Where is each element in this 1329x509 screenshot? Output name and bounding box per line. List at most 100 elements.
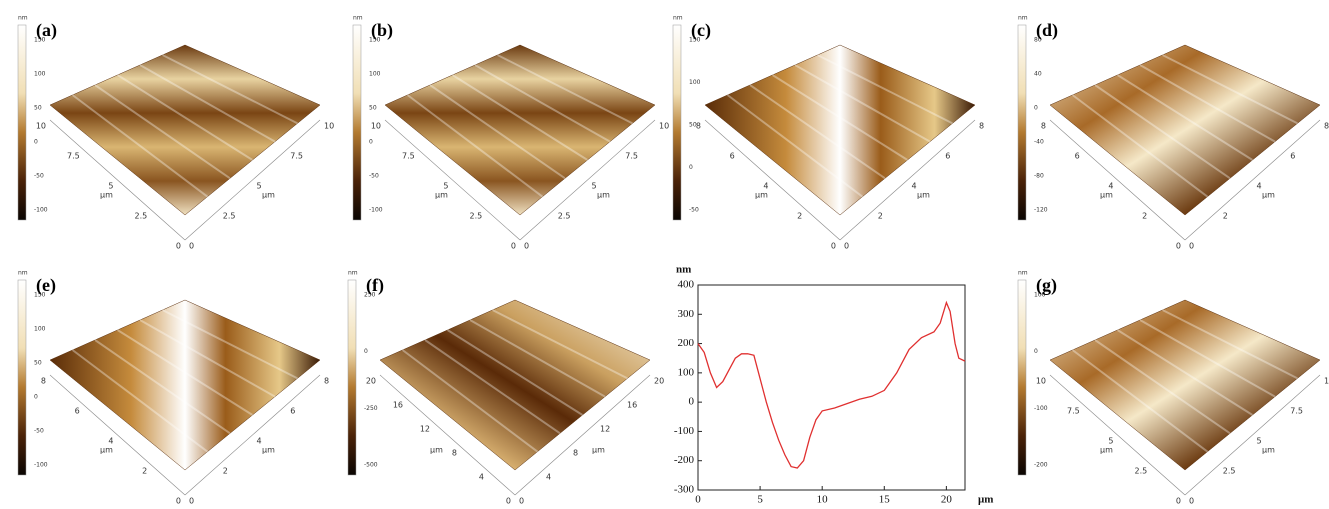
- axis-tick-label: 10: [659, 122, 669, 131]
- axis-tick-label: 8: [979, 122, 984, 131]
- axis-tick-label: 0: [519, 497, 524, 506]
- axis-tick-label: 10: [371, 122, 381, 131]
- colorbar-tick: 100: [369, 71, 381, 78]
- axis-tick-label: 7.5: [402, 152, 415, 161]
- colorbar-unit: nm: [348, 270, 358, 277]
- colorbar-tick: -40: [1034, 139, 1044, 146]
- colorbar: [1018, 25, 1026, 220]
- figure: nm150100500-50-100(a)10107.57.5552.52.50…: [0, 0, 1329, 509]
- axis-tick-label: 2.5: [558, 212, 571, 221]
- axis-tick-label: 6: [75, 407, 80, 416]
- axis-tick-label: 4: [1257, 182, 1262, 191]
- axis-tick-label: 4: [479, 473, 484, 482]
- colorbar-tick: 50: [34, 105, 42, 112]
- colorbar-tick: 0: [1034, 348, 1038, 355]
- y-tick-label: 300: [678, 308, 695, 320]
- axis-tick-label: 0: [189, 497, 194, 506]
- panel-label: (b): [371, 20, 393, 41]
- y-tick-label: -100: [674, 425, 695, 437]
- colorbar-tick: -100: [34, 462, 48, 469]
- colorbar-unit: nm: [673, 15, 683, 22]
- profile-line: [698, 303, 965, 468]
- axis-tick-label: 2.5: [223, 212, 236, 221]
- x-tick-label: 15: [879, 494, 891, 506]
- x-axis-label: μm: [978, 494, 993, 506]
- x-tick-label: 5: [757, 494, 763, 506]
- colorbar-tick: -100: [34, 207, 48, 214]
- axis-tick-label: 8: [1041, 122, 1046, 131]
- colorbar-tick: -50: [34, 173, 44, 180]
- y-axis-label: nm: [676, 264, 691, 276]
- colorbar-tick: -120: [1034, 207, 1048, 214]
- panel-label: (a): [36, 20, 57, 41]
- axis-tick-label: 5: [443, 182, 448, 191]
- axis-tick-label: 5: [1257, 437, 1262, 446]
- axis-tick-label: 0: [831, 242, 836, 251]
- plot-frame: [698, 285, 965, 490]
- panel-label: (e): [36, 275, 56, 296]
- axis-tick-label: 0: [1189, 497, 1194, 506]
- axis-tick-label: 5: [1108, 437, 1113, 446]
- axis-tick-label: 2.5: [1223, 467, 1236, 476]
- y-tick-label: 0: [689, 396, 695, 408]
- axis-unit: μm: [1262, 446, 1275, 455]
- axis-tick-label: 0: [511, 242, 516, 251]
- axis-tick-label: 0: [844, 242, 849, 251]
- axis-tick-label: 6: [730, 152, 735, 161]
- axis-unit: μm: [262, 446, 275, 455]
- axis-tick-label: 0: [506, 497, 511, 506]
- afm-surface: [50, 300, 320, 470]
- axis-tick-label: 2.5: [135, 212, 148, 221]
- axis-tick-label: 0: [1176, 497, 1181, 506]
- axis-tick-label: 5: [257, 182, 262, 191]
- axis-tick-label: 5: [108, 182, 113, 191]
- colorbar-tick: 0: [1034, 105, 1038, 112]
- axis-tick-label: 0: [176, 242, 181, 251]
- x-tick-label: 20: [941, 494, 953, 506]
- axis-tick-label: 4: [257, 437, 262, 446]
- axis-tick-label: 8: [696, 122, 701, 131]
- axis-tick-label: 16: [627, 401, 637, 410]
- axis-tick-label: 6: [945, 152, 950, 161]
- colorbar-unit: nm: [1018, 15, 1028, 22]
- colorbar-tick: 40: [1034, 71, 1042, 78]
- panel-label: (d): [1036, 20, 1058, 41]
- axis-tick-label: 20: [654, 377, 664, 386]
- axis-tick-label: 2: [223, 467, 228, 476]
- colorbar: [1018, 280, 1026, 475]
- afm-surface: [385, 45, 655, 215]
- axis-tick-label: 7.5: [67, 152, 80, 161]
- axis-tick-label: 0: [176, 497, 181, 506]
- colorbar-tick: -80: [1034, 173, 1044, 180]
- colorbar-tick: -250: [364, 405, 378, 412]
- axis-tick-label: 4: [546, 473, 551, 482]
- colorbar-tick: 0: [369, 139, 373, 146]
- axis-tick-label: 6: [1290, 152, 1295, 161]
- panel-label: (g): [1036, 275, 1057, 296]
- colorbar-tick: -50: [369, 173, 379, 180]
- y-tick-label: 100: [678, 366, 695, 378]
- axis-unit: μm: [262, 191, 275, 200]
- colorbar-tick: 0: [34, 139, 38, 146]
- axis-unit: μm: [100, 191, 113, 200]
- axis-unit: μm: [100, 446, 113, 455]
- axis-tick-label: 4: [912, 182, 917, 191]
- axis-tick-label: 0: [1176, 242, 1181, 251]
- colorbar-tick: -100: [369, 207, 383, 214]
- colorbar-tick: 100: [34, 326, 46, 333]
- axis-unit: μm: [917, 191, 930, 200]
- colorbar: [353, 25, 361, 220]
- axis-tick-label: 7.5: [1067, 407, 1080, 416]
- afm-surface: [1050, 45, 1320, 215]
- axis-tick-label: 6: [1075, 152, 1080, 161]
- axis-tick-label: 8: [1324, 122, 1329, 131]
- axis-tick-label: 8: [324, 377, 329, 386]
- afm-surface: [50, 45, 320, 215]
- axis-tick-label: 2: [1142, 212, 1147, 221]
- axis-tick-label: 8: [452, 449, 457, 458]
- colorbar-tick: 50: [369, 105, 377, 112]
- axis-tick-label: 0: [524, 242, 529, 251]
- colorbar: [18, 25, 26, 220]
- axis-tick-label: 4: [108, 437, 113, 446]
- axis-unit: μm: [597, 191, 610, 200]
